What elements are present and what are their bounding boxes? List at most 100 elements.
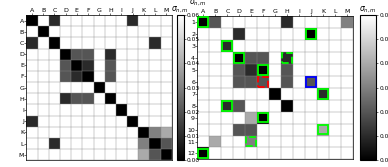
Bar bbox=[161, 26, 172, 37]
Bar bbox=[60, 26, 71, 37]
Bar bbox=[305, 124, 317, 136]
Bar bbox=[197, 52, 210, 64]
Bar bbox=[257, 64, 269, 76]
Bar bbox=[82, 116, 94, 127]
Bar bbox=[38, 82, 49, 93]
Bar bbox=[94, 26, 105, 37]
Bar bbox=[341, 100, 353, 112]
Bar bbox=[317, 52, 329, 64]
Bar bbox=[138, 49, 149, 60]
Bar bbox=[94, 116, 105, 127]
Bar bbox=[149, 116, 161, 127]
Bar bbox=[105, 93, 116, 104]
Bar bbox=[26, 15, 38, 26]
Bar bbox=[38, 127, 49, 138]
Bar bbox=[105, 116, 116, 127]
Bar bbox=[116, 15, 127, 26]
Bar bbox=[38, 138, 49, 149]
Bar bbox=[26, 127, 38, 138]
Bar bbox=[26, 116, 38, 127]
Bar bbox=[341, 88, 353, 100]
Bar bbox=[149, 82, 161, 93]
Bar bbox=[197, 16, 210, 28]
Bar bbox=[71, 149, 82, 160]
Bar bbox=[245, 124, 257, 136]
Bar bbox=[281, 16, 293, 28]
Bar bbox=[105, 138, 116, 149]
Bar bbox=[138, 138, 149, 149]
Bar bbox=[94, 49, 105, 60]
Bar bbox=[82, 104, 94, 116]
Bar bbox=[149, 104, 161, 116]
Bar bbox=[60, 15, 71, 26]
Bar bbox=[149, 138, 161, 149]
Title: $\sigma_{n,m}$: $\sigma_{n,m}$ bbox=[171, 5, 189, 15]
Bar bbox=[38, 37, 49, 49]
Bar bbox=[71, 116, 82, 127]
Title: $\sigma_{n,m}$: $\sigma_{n,m}$ bbox=[359, 5, 377, 15]
Bar bbox=[49, 26, 60, 37]
Bar bbox=[329, 40, 341, 52]
Bar bbox=[221, 52, 233, 64]
Bar bbox=[138, 15, 149, 26]
Bar bbox=[293, 136, 305, 147]
Bar bbox=[221, 88, 233, 100]
Bar bbox=[233, 52, 245, 64]
Bar bbox=[233, 16, 245, 28]
Bar bbox=[94, 149, 105, 160]
Bar bbox=[161, 104, 172, 116]
Bar bbox=[82, 49, 94, 60]
Bar bbox=[197, 88, 210, 100]
Bar bbox=[26, 49, 38, 60]
Bar bbox=[38, 116, 49, 127]
Bar bbox=[105, 71, 116, 82]
Bar bbox=[161, 116, 172, 127]
Bar bbox=[305, 100, 317, 112]
Bar bbox=[138, 37, 149, 49]
Bar bbox=[82, 60, 94, 71]
Bar bbox=[210, 112, 221, 124]
Bar bbox=[258, 77, 268, 87]
Bar bbox=[318, 89, 328, 99]
Bar bbox=[94, 138, 105, 149]
Bar bbox=[210, 124, 221, 136]
Bar bbox=[210, 76, 221, 88]
Bar bbox=[341, 40, 353, 52]
Bar bbox=[138, 82, 149, 93]
Bar bbox=[60, 49, 71, 60]
Bar bbox=[341, 147, 353, 159]
Bar bbox=[71, 82, 82, 93]
Bar bbox=[281, 88, 293, 100]
Bar bbox=[116, 138, 127, 149]
Bar bbox=[60, 104, 71, 116]
Bar bbox=[305, 52, 317, 64]
Bar bbox=[221, 124, 233, 136]
Bar bbox=[60, 60, 71, 71]
Bar bbox=[60, 127, 71, 138]
Bar bbox=[282, 53, 292, 63]
Bar bbox=[329, 136, 341, 147]
Bar bbox=[138, 116, 149, 127]
Bar bbox=[257, 16, 269, 28]
Bar bbox=[94, 127, 105, 138]
Bar bbox=[149, 127, 161, 138]
Bar bbox=[116, 26, 127, 37]
Bar bbox=[127, 127, 138, 138]
Bar bbox=[161, 60, 172, 71]
Bar bbox=[281, 64, 293, 76]
Bar bbox=[305, 40, 317, 52]
Bar bbox=[197, 28, 210, 40]
Bar bbox=[149, 26, 161, 37]
Bar bbox=[116, 37, 127, 49]
Bar bbox=[116, 127, 127, 138]
Bar bbox=[281, 124, 293, 136]
Bar bbox=[71, 138, 82, 149]
Bar bbox=[257, 147, 269, 159]
Bar bbox=[293, 112, 305, 124]
Bar bbox=[341, 28, 353, 40]
Bar bbox=[38, 71, 49, 82]
Bar bbox=[258, 65, 268, 75]
Bar bbox=[293, 88, 305, 100]
Bar bbox=[233, 147, 245, 159]
Bar bbox=[245, 147, 257, 159]
